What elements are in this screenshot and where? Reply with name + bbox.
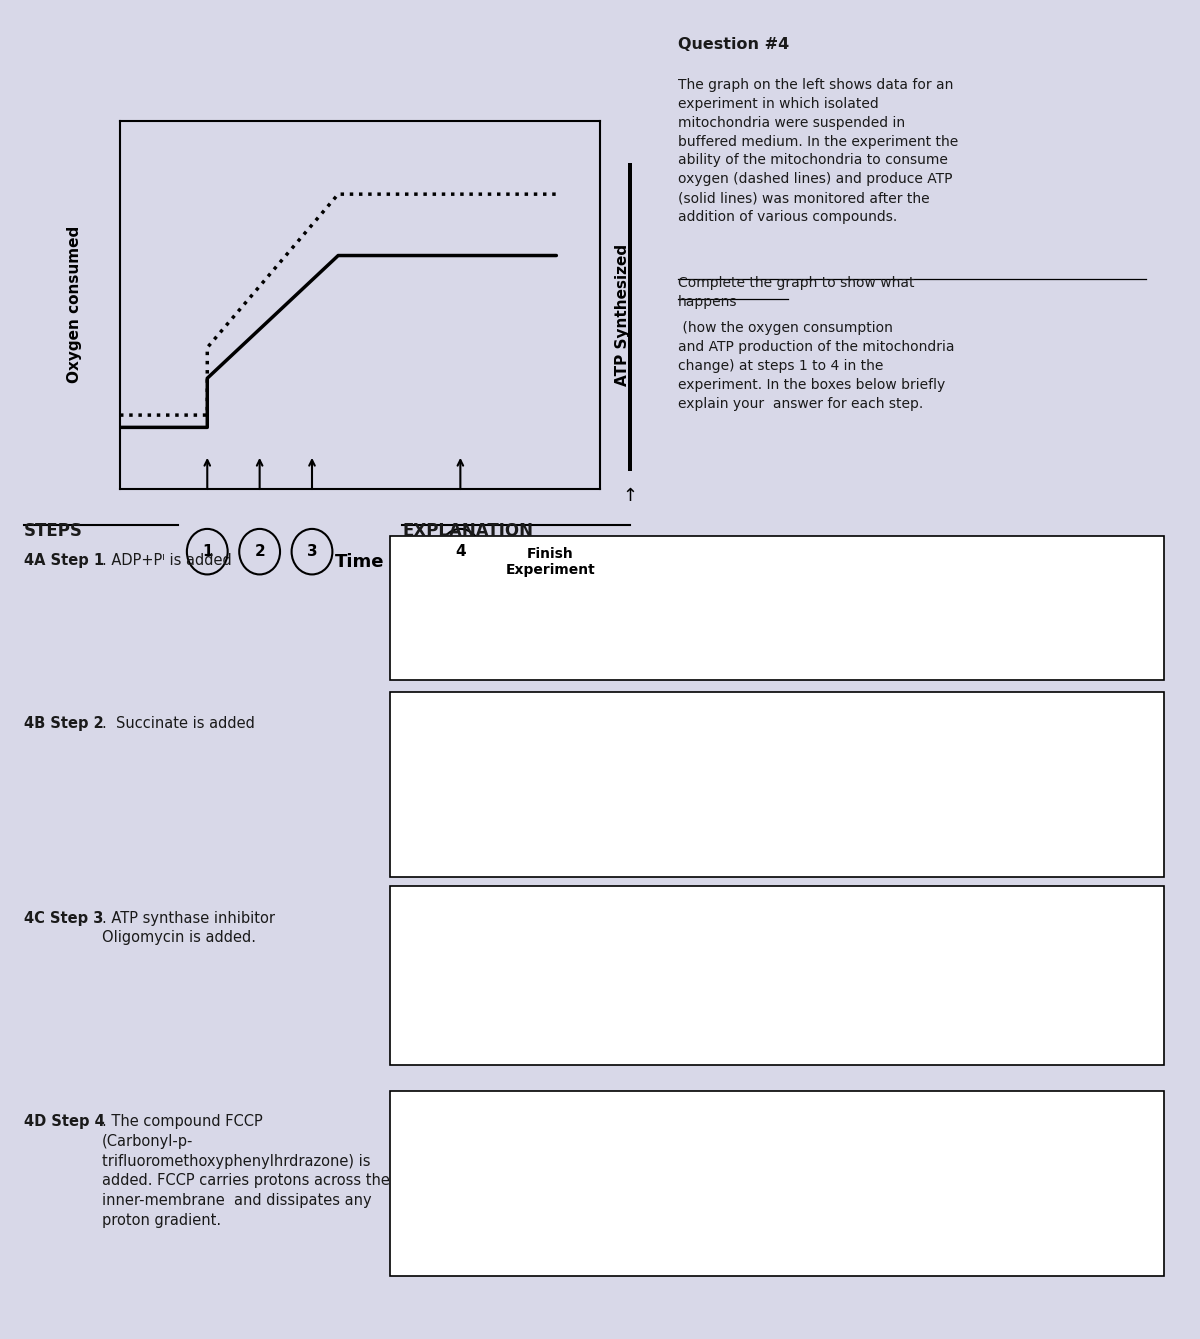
Text: ATP Synthesized: ATP Synthesized xyxy=(616,244,630,386)
Text: Time: Time xyxy=(335,553,385,572)
Text: 3: 3 xyxy=(307,544,317,560)
Text: Question #4: Question #4 xyxy=(678,37,790,52)
Text: 2: 2 xyxy=(254,544,265,560)
Text: 1: 1 xyxy=(202,544,212,560)
Text: ↑: ↑ xyxy=(623,487,637,505)
Text: 4C Step 3: 4C Step 3 xyxy=(24,911,103,925)
Text: . ADP+Pᴵ is added: . ADP+Pᴵ is added xyxy=(102,553,232,568)
Text: EXPLANATION: EXPLANATION xyxy=(402,522,533,540)
Text: .  Succinate is added: . Succinate is added xyxy=(102,716,254,731)
Text: Finish
Experiment: Finish Experiment xyxy=(505,548,595,577)
Text: . The compound FCCP
(Carbonyl-p-
trifluoromethoxyphenylhrdrazone) is
added. FCCP: . The compound FCCP (Carbonyl-p- trifluo… xyxy=(102,1114,390,1228)
Text: The graph on the left shows data for an
experiment in which isolated
mitochondri: The graph on the left shows data for an … xyxy=(678,78,959,225)
Text: Oxygen consumed: Oxygen consumed xyxy=(67,226,82,383)
Text: 4D Step 4: 4D Step 4 xyxy=(24,1114,104,1129)
Text: Complete the graph to show what
happens: Complete the graph to show what happens xyxy=(678,276,914,309)
Text: 4B Step 2: 4B Step 2 xyxy=(24,716,103,731)
Text: 4: 4 xyxy=(455,544,466,560)
Text: 4A Step 1: 4A Step 1 xyxy=(24,553,104,568)
Text: (how the oxygen consumption
and ATP production of the mitochondria
change) at st: (how the oxygen consumption and ATP prod… xyxy=(678,321,954,411)
Text: . ATP synthase inhibitor
Oligomycin is added.: . ATP synthase inhibitor Oligomycin is a… xyxy=(102,911,275,945)
Text: STEPS: STEPS xyxy=(24,522,83,540)
